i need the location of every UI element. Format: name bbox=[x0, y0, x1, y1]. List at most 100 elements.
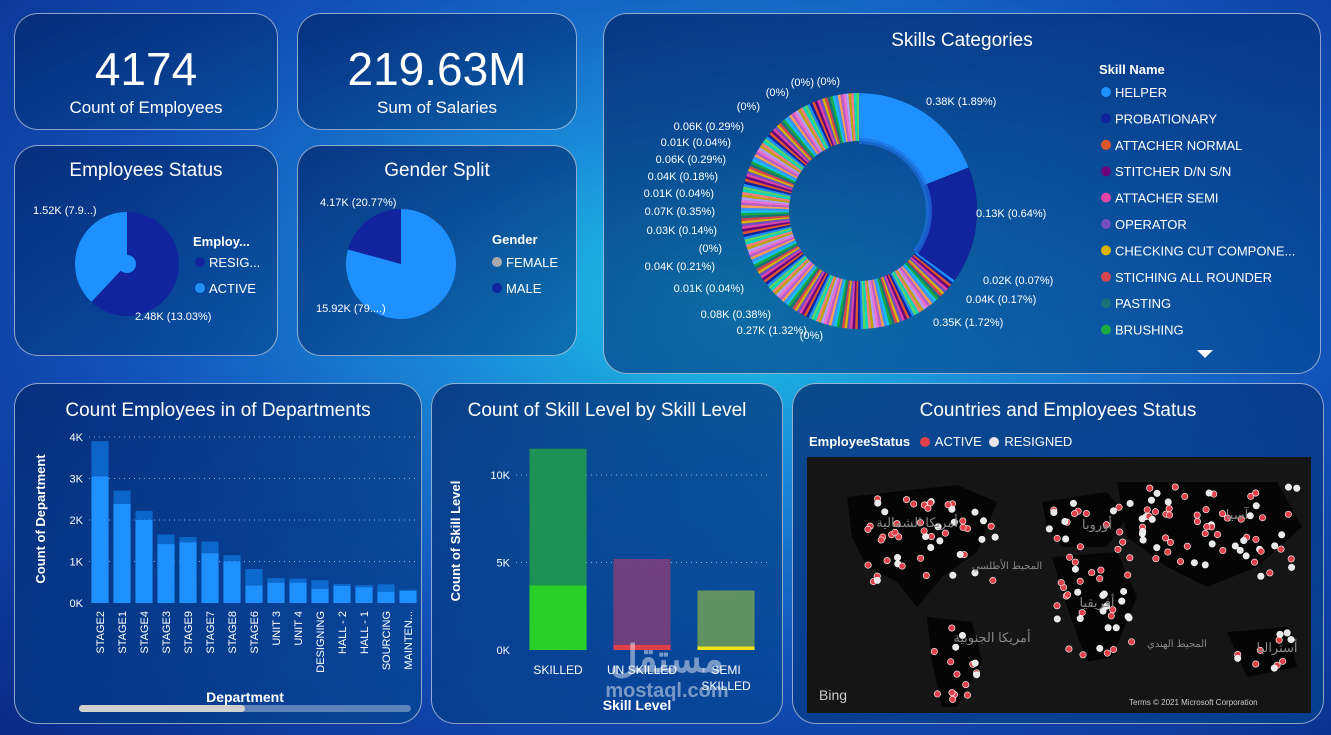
donut-slice-6[interactable] bbox=[910, 257, 948, 291]
donut-slice-51[interactable] bbox=[836, 279, 848, 328]
map-point-149[interactable] bbox=[1165, 505, 1173, 513]
donut-slice-89[interactable] bbox=[756, 245, 799, 272]
donut-slice-150[interactable] bbox=[780, 121, 814, 159]
donut-slice-66[interactable] bbox=[799, 271, 825, 315]
donut-slice-114[interactable] bbox=[741, 205, 790, 210]
map-point-41[interactable] bbox=[926, 499, 934, 507]
map-point-176[interactable] bbox=[1203, 523, 1211, 531]
map-point-21[interactable] bbox=[927, 532, 935, 540]
map-point-200[interactable] bbox=[1256, 646, 1264, 654]
donut-slice-140[interactable] bbox=[762, 140, 803, 171]
donut-slice-178[interactable] bbox=[848, 93, 855, 142]
map-point-138[interactable] bbox=[1126, 554, 1134, 562]
donut-slice-128[interactable] bbox=[747, 168, 794, 188]
map-point-113[interactable] bbox=[1128, 638, 1136, 646]
map-point-70[interactable] bbox=[1062, 535, 1070, 543]
map-point-166[interactable] bbox=[1258, 514, 1266, 522]
map-point-119[interactable] bbox=[1071, 565, 1079, 573]
skill-legend-item-7[interactable]: STICHING ALL ROUNDER bbox=[1115, 270, 1272, 285]
map-point-180[interactable] bbox=[1181, 492, 1189, 500]
map-point-104[interactable] bbox=[1088, 569, 1096, 577]
donut-slice-98[interactable] bbox=[746, 232, 793, 250]
donut-slice-169[interactable] bbox=[824, 97, 841, 145]
donut-slice-109[interactable] bbox=[741, 215, 790, 222]
map-point-47[interactable] bbox=[959, 523, 967, 531]
donut-slice-123[interactable] bbox=[744, 181, 792, 195]
donut-slice-67[interactable] bbox=[796, 270, 824, 313]
donut-slice-129[interactable] bbox=[748, 166, 795, 186]
donut-slice-47[interactable] bbox=[847, 280, 854, 329]
donut-slice-159[interactable] bbox=[800, 107, 826, 151]
map-point-42[interactable] bbox=[893, 520, 901, 528]
donut-slice-147[interactable] bbox=[774, 126, 811, 162]
map-point-109[interactable] bbox=[1053, 615, 1061, 623]
bar-3-series-1[interactable] bbox=[157, 534, 175, 545]
bar-9-series-0[interactable] bbox=[289, 582, 307, 603]
map-point-97[interactable] bbox=[1064, 591, 1072, 599]
map-point-6[interactable] bbox=[936, 537, 944, 545]
donut-slice-115[interactable] bbox=[741, 202, 790, 208]
bar-7-series-0[interactable] bbox=[245, 585, 263, 603]
donut-slice-15[interactable] bbox=[899, 266, 931, 307]
donut-slice-110[interactable] bbox=[741, 213, 790, 219]
donut-slice-106[interactable] bbox=[742, 220, 790, 230]
donut-slice-5[interactable] bbox=[911, 255, 950, 289]
map-point-61[interactable] bbox=[953, 670, 961, 678]
map-point-72[interactable] bbox=[1109, 507, 1117, 515]
map-point-142[interactable] bbox=[1277, 545, 1285, 553]
donut-slice-91[interactable] bbox=[753, 242, 798, 267]
map-point-134[interactable] bbox=[1252, 489, 1260, 497]
donut-slice-124[interactable] bbox=[744, 178, 792, 194]
donut-slice-38[interactable] bbox=[866, 280, 874, 329]
donut-slice-131[interactable] bbox=[750, 161, 796, 183]
donut-slice-173[interactable] bbox=[835, 94, 847, 143]
donut-slice-160[interactable] bbox=[802, 106, 827, 150]
donut-slice-104[interactable] bbox=[742, 223, 791, 235]
skill-legend-item-8[interactable]: PASTING bbox=[1115, 296, 1171, 311]
donut-slice-142[interactable] bbox=[766, 136, 805, 168]
map-point-106[interactable] bbox=[1096, 575, 1104, 583]
donut-slice-177[interactable] bbox=[845, 93, 853, 142]
bar-1-series-0[interactable] bbox=[613, 644, 671, 650]
donut-slice-63[interactable] bbox=[806, 273, 830, 318]
donut-slice-105[interactable] bbox=[742, 221, 791, 232]
map-point-39[interactable] bbox=[971, 569, 979, 577]
bar-0-series-1[interactable] bbox=[529, 448, 587, 586]
legend-scroll-down-icon[interactable] bbox=[1197, 350, 1213, 358]
map-point-111[interactable] bbox=[1103, 649, 1111, 657]
donut-slice-70[interactable] bbox=[790, 267, 820, 309]
map-point-105[interactable] bbox=[1076, 577, 1084, 585]
map-point-186[interactable] bbox=[1278, 531, 1286, 539]
map-point-19[interactable] bbox=[917, 554, 925, 562]
donut-slice-71[interactable] bbox=[787, 266, 819, 307]
donut-slice-81[interactable] bbox=[768, 255, 807, 289]
map-point-81[interactable] bbox=[1045, 525, 1053, 533]
donut-slice-42[interactable] bbox=[859, 280, 864, 329]
bar-5-series-0[interactable] bbox=[201, 553, 219, 603]
map-point-20[interactable] bbox=[987, 522, 995, 530]
gender-legend-male[interactable]: MALE bbox=[506, 281, 542, 296]
bar-12-series-0[interactable] bbox=[355, 587, 373, 603]
map-point-155[interactable] bbox=[1293, 484, 1301, 492]
donut-slice-79[interactable] bbox=[772, 258, 809, 293]
departments-bar-chart[interactable]: 0K 1K 2K 3K 4K STAGE2 STAGE1 STAGE4 STAGE3 STAGE9… bbox=[15, 384, 421, 723]
map-point-52[interactable] bbox=[920, 527, 928, 535]
map-point-91[interactable] bbox=[1097, 566, 1105, 574]
map-point-114[interactable] bbox=[1096, 644, 1104, 652]
map-point-1[interactable] bbox=[895, 533, 903, 541]
donut-slice-100[interactable] bbox=[745, 229, 792, 245]
map-point-79[interactable] bbox=[1061, 518, 1069, 526]
donut-slice-125[interactable] bbox=[745, 176, 793, 192]
map-terms-link[interactable]: Terms bbox=[1129, 698, 1151, 707]
map-point-12[interactable] bbox=[934, 523, 942, 531]
skill-legend-item-5[interactable]: OPERATOR bbox=[1115, 217, 1187, 232]
bar-7-series-1[interactable] bbox=[245, 568, 263, 586]
donut-slice-108[interactable] bbox=[741, 216, 790, 224]
donut-slice-122[interactable] bbox=[743, 183, 791, 197]
status-legend-resigned[interactable]: RESIG... bbox=[209, 255, 260, 270]
map-point-87[interactable] bbox=[1107, 612, 1115, 620]
donut-slice-27[interactable] bbox=[883, 276, 903, 322]
skills-donut-chart[interactable]: 0.38K (1.89%) 0.13K (0.64%) 0.02K (0.07%) 0… bbox=[604, 14, 1320, 373]
donut-slice-76[interactable] bbox=[777, 261, 812, 299]
pie-slice-1[interactable] bbox=[75, 212, 127, 302]
